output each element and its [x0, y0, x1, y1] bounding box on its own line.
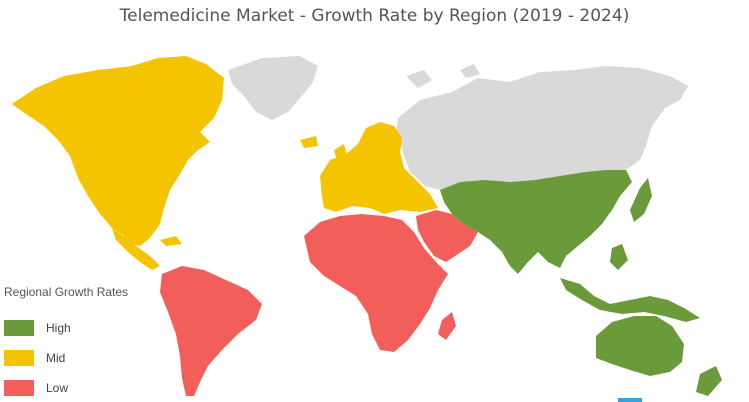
region-middle-east [416, 210, 478, 262]
legend: Regional Growth Rates High Mid Low [4, 285, 128, 402]
region-caribbean [160, 236, 182, 246]
region-south-america [160, 266, 262, 396]
legend-swatch-low [4, 380, 34, 396]
legend-title: Regional Growth Rates [4, 285, 129, 299]
region-russia [396, 66, 688, 190]
legend-label-mid: Mid [46, 351, 66, 365]
region-north-america [12, 56, 224, 246]
legend-item-mid: Mid [4, 343, 128, 373]
region-greenland [228, 56, 318, 120]
region-new-zealand [696, 366, 722, 396]
region-africa [304, 214, 448, 352]
region-central-america [112, 228, 160, 270]
region-europe [320, 122, 438, 214]
legend-item-high: High [4, 313, 128, 343]
legend-swatch-mid [4, 350, 34, 366]
corner-mark [618, 398, 642, 402]
legend-label-low: Low [46, 381, 69, 395]
legend-label-high: High [46, 321, 71, 335]
map-title: Telemedicine Market - Growth Rate by Reg… [119, 6, 630, 26]
legend-swatch-high [4, 320, 34, 336]
region-arctic-islands [406, 64, 480, 88]
region-uk [300, 136, 348, 164]
region-philippines [610, 244, 628, 270]
legend-item-low: Low [4, 373, 128, 402]
region-australia [596, 316, 684, 376]
region-southeast-asia [560, 278, 700, 322]
region-japan [630, 178, 652, 222]
region-madagascar [438, 312, 456, 340]
region-asia [440, 170, 632, 274]
